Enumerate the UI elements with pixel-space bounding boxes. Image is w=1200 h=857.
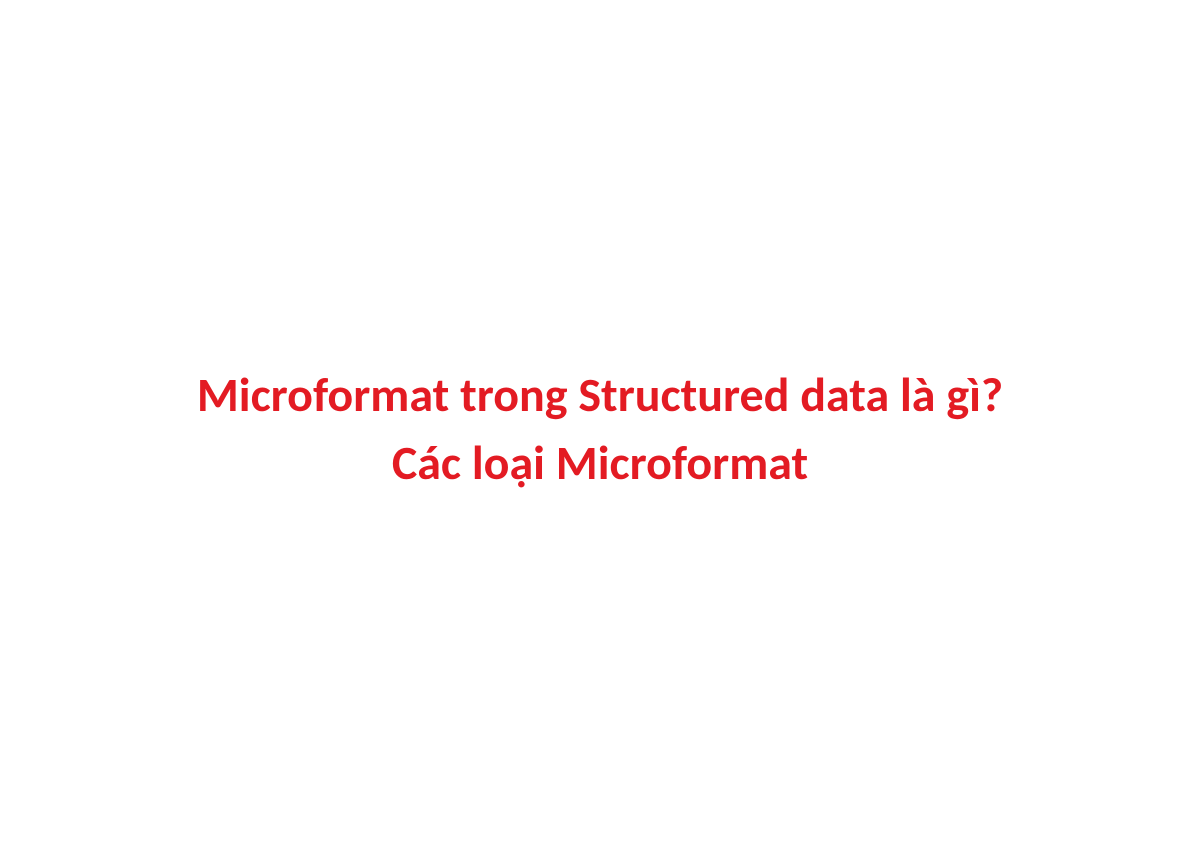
title-line-2: Các loại Microformat bbox=[197, 429, 1003, 496]
title-container: Microformat trong Structured data là gì?… bbox=[197, 361, 1003, 495]
title-line-1: Microformat trong Structured data là gì? bbox=[197, 361, 1003, 428]
